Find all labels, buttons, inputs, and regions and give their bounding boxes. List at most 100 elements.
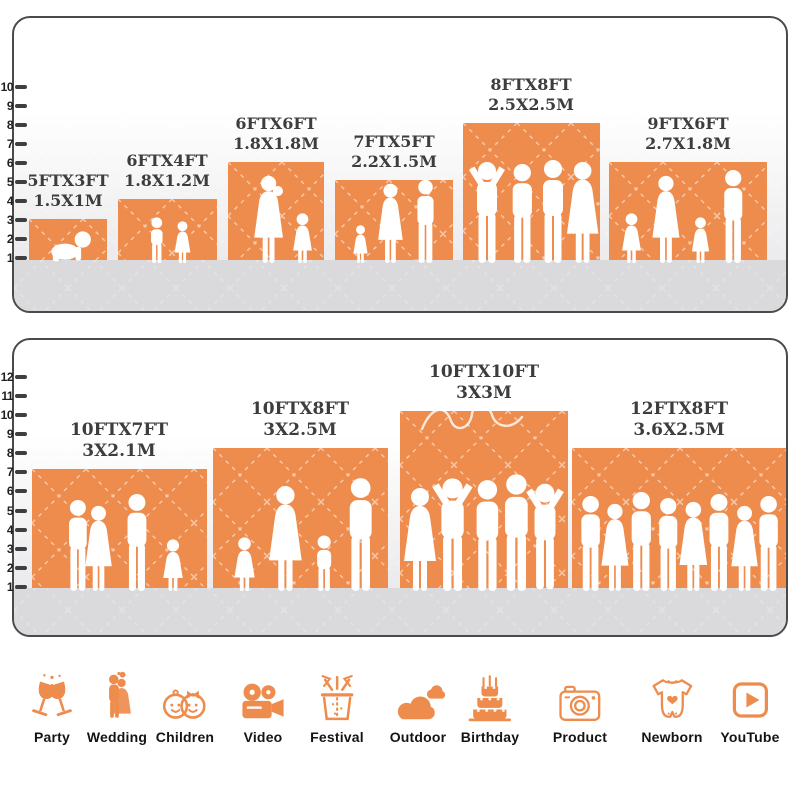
silhouette-mother-and-child	[254, 175, 312, 263]
category-label: Birthday	[460, 729, 520, 745]
birthday-icon	[465, 666, 515, 724]
tick-mark	[14, 256, 27, 260]
ruler-tick: 7	[0, 138, 30, 150]
tick-mark	[14, 161, 27, 165]
backdrop-10ftx10ft	[400, 403, 568, 591]
backdrop-size-label: 6FTX4FT 1.8X1.2M	[124, 151, 210, 190]
ruler-tick: 3	[0, 543, 30, 555]
wedding-icon	[92, 666, 142, 724]
size-m: 1.8X1.8M	[233, 133, 319, 153]
size-m: 3.6X2.5M	[633, 419, 725, 440]
size-m: 3X2.5M	[263, 419, 337, 440]
size-m: 2.5X2.5M	[488, 94, 574, 114]
size-ft: 10FTX10FT	[429, 362, 539, 382]
category-birthday: Birthday	[461, 666, 519, 745]
children-icon	[159, 666, 211, 724]
silhouette-crowd	[581, 491, 778, 591]
ruler-tick: 1	[0, 581, 30, 593]
backdrop-12ftx8ft	[572, 448, 786, 591]
backdrop-size-label: 6FTX6FT 1.8X1.8M	[233, 114, 319, 153]
category-label: Festival	[310, 729, 364, 745]
category-children: Children	[156, 666, 214, 745]
size-ft: 10FTX8FT	[250, 399, 350, 419]
video-icon	[237, 666, 289, 724]
tick-mark	[14, 527, 27, 532]
tick-mark	[14, 470, 27, 475]
ruler-tick: 10	[0, 81, 30, 93]
ruler-tick: 6	[0, 157, 30, 169]
panel-large: 10FTX7FT 3X2.1M 10FTX8FT 3X2.5M	[12, 338, 788, 637]
ruler-tick: 2	[0, 233, 30, 245]
size-m: 3X2.1M	[82, 440, 156, 461]
category-label: Party	[33, 729, 71, 745]
backdrop-size-label: 10FTX7FT 3X2.1M	[70, 420, 168, 461]
backdrop-size-label: 5FTX3FT 1.5X1M	[27, 171, 108, 210]
silhouette-family-holding-hands	[234, 478, 372, 591]
outdoor-icon	[392, 666, 446, 724]
tick-mark	[14, 104, 27, 108]
silhouette-group-four	[469, 160, 599, 263]
size-m: 1.8X1.2M	[124, 170, 210, 190]
category-label: Newborn	[641, 729, 703, 745]
size-ft: 10FTX7FT	[69, 420, 169, 440]
ruler-tick: 7	[0, 466, 30, 478]
watermark-script	[420, 403, 524, 431]
ruler-tick: 4	[0, 195, 30, 207]
ruler-feet-panel1: 10 9 8 7 6 5 4 3 2 1	[0, 81, 30, 264]
backdrop-size-label: 10FTX10FT 3X3M	[429, 362, 539, 403]
tick-mark	[14, 375, 27, 379]
tick-mark	[14, 584, 27, 589]
backdrop-6ftx6ft	[228, 162, 324, 263]
size-ft: 8FTX8FT	[490, 75, 572, 94]
ruler-tick: 5	[0, 505, 30, 517]
ruler-tick: 1	[0, 252, 30, 264]
tick-mark	[14, 432, 27, 437]
category-label: Product	[552, 729, 608, 745]
category-label: Video	[243, 729, 283, 745]
tick-mark	[14, 123, 27, 127]
festival-icon	[312, 666, 362, 724]
tick-mark	[14, 142, 27, 146]
ruler-tick: 2	[0, 562, 30, 574]
size-m: 1.5X1M	[33, 190, 103, 210]
backdrop-size-label: 10FTX8FT 3X2.5M	[251, 399, 349, 440]
backdrop-7ftx5ft	[335, 179, 453, 263]
ruler-tick: 8	[0, 447, 30, 459]
size-m: 2.2X1.5M	[351, 151, 437, 171]
category-label: Outdoor	[389, 729, 447, 745]
ruler-tick: 10	[0, 409, 30, 421]
floor-strip	[14, 588, 786, 635]
size-ft: 6FTX4FT	[126, 151, 208, 170]
backdrop-5ftx3ft	[29, 219, 107, 262]
silhouette-family-four	[622, 169, 743, 263]
tick-mark	[14, 218, 27, 222]
tick-mark	[14, 180, 27, 184]
backdrop-6ftx4ft	[118, 199, 217, 263]
tick-mark	[14, 565, 27, 570]
floor-strip	[14, 260, 786, 311]
category-outdoor: Outdoor	[390, 666, 447, 745]
category-party: Party	[26, 666, 78, 745]
backdrop-8ftx8ft	[463, 123, 600, 263]
ruler-tick: 3	[0, 214, 30, 226]
tick-mark	[14, 451, 27, 456]
category-label: Wedding	[86, 729, 148, 745]
ruler-feet-panel2: 12 11 10 9 8 7 6 5 4 3 2 1	[0, 371, 30, 593]
category-label: Children	[155, 729, 215, 745]
party-icon	[26, 666, 78, 724]
silhouette-crawling-baby	[51, 231, 91, 262]
ruler-tick: 5	[0, 176, 30, 188]
ruler-tick: 9	[0, 428, 30, 440]
category-wedding: Wedding	[87, 666, 147, 745]
backdrop-10ftx7ft	[32, 469, 207, 591]
ruler-tick: 12	[0, 371, 30, 383]
backdrop-size-label: 8FTX8FT 2.5X2.5M	[488, 75, 574, 114]
category-label: YouTube	[720, 729, 780, 745]
backdrop-10ftx8ft	[213, 448, 388, 591]
tick-mark	[14, 489, 27, 494]
size-ft: 9FTX6FT	[647, 114, 729, 133]
silhouette-family-group	[69, 493, 183, 591]
category-festival: Festival	[310, 666, 364, 745]
newborn-icon	[647, 666, 697, 724]
